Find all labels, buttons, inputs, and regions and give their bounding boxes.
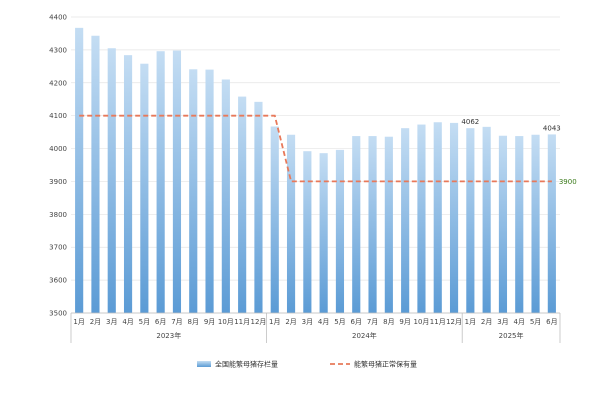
x-tick-label: 11月 — [234, 318, 250, 326]
bar — [75, 27, 84, 313]
bar — [221, 79, 230, 313]
x-tick-label: 5月 — [530, 318, 541, 326]
x-tick-label: 11月 — [430, 318, 446, 326]
x-tick-label: 9月 — [399, 318, 410, 326]
y-tick-label: 4100 — [49, 112, 67, 120]
x-tick-label: 3月 — [497, 318, 508, 326]
data-label: 4043 — [543, 124, 561, 132]
x-tick-label: 8月 — [383, 318, 394, 326]
bar — [254, 101, 263, 313]
x-tick-label: 1月 — [269, 318, 280, 326]
bar — [482, 126, 491, 313]
x-tick-label: 5月 — [139, 318, 150, 326]
bar — [172, 50, 182, 314]
data-label: 4062 — [461, 118, 479, 126]
bar — [205, 69, 214, 313]
bar — [319, 153, 328, 313]
bar — [238, 96, 247, 313]
bar — [107, 48, 116, 313]
x-tick-label: 6月 — [155, 318, 166, 326]
bar — [123, 55, 133, 313]
x-tick-label: 9月 — [204, 318, 215, 326]
x-tick-label: 6月 — [351, 318, 362, 326]
x-tick-label: 12月 — [250, 318, 266, 326]
y-tick-label: 3800 — [49, 211, 67, 219]
x-tick-label: 6月 — [546, 318, 557, 326]
y-tick-label: 3500 — [49, 310, 67, 318]
x-tick-label: 1月 — [73, 318, 84, 326]
x-tick-label: 2月 — [90, 318, 101, 326]
bar — [335, 149, 345, 313]
bar — [547, 134, 556, 313]
group-label: 2023年 — [156, 331, 181, 340]
x-tick-label: 10月 — [218, 318, 234, 326]
bar — [352, 136, 361, 313]
x-tick-label: 2月 — [285, 318, 296, 326]
x-tick-label: 4月 — [318, 318, 329, 326]
x-tick-label: 4月 — [122, 318, 133, 326]
bar — [417, 124, 426, 314]
bar — [189, 69, 198, 313]
legend-label: 全国能繁母猪存栏量 — [215, 360, 278, 369]
group-label: 2024年 — [352, 331, 377, 340]
x-tick-label: 7月 — [171, 318, 182, 326]
y-tick-label: 4400 — [49, 14, 67, 22]
x-tick-label: 2月 — [481, 318, 492, 326]
y-tick-label: 3700 — [49, 244, 67, 252]
y-tick-label: 4200 — [49, 79, 67, 87]
bar — [270, 126, 279, 314]
bar — [286, 134, 296, 313]
bar — [433, 122, 442, 313]
bar — [140, 63, 149, 313]
y-tick-label: 4000 — [49, 145, 67, 153]
y-tick-label: 3900 — [49, 178, 67, 186]
x-tick-label: 4月 — [514, 318, 525, 326]
y-tick-label: 3600 — [49, 277, 67, 285]
legend-label: 能繁母猪正常保有量 — [354, 360, 417, 369]
bar — [498, 135, 508, 313]
x-tick-label: 8月 — [188, 318, 199, 326]
bar — [515, 136, 524, 313]
x-tick-label: 12月 — [446, 318, 462, 326]
group-label: 2025年 — [499, 331, 524, 340]
bar — [531, 134, 540, 313]
data-label: 3900 — [559, 178, 577, 186]
bar — [91, 35, 100, 313]
x-tick-label: 3月 — [302, 318, 313, 326]
bar — [384, 136, 393, 313]
legend-swatch-bar — [197, 361, 211, 367]
bar — [368, 136, 377, 313]
x-tick-label: 1月 — [465, 318, 476, 326]
bar — [401, 128, 410, 313]
x-tick-label: 10月 — [413, 318, 429, 326]
bar — [466, 128, 475, 313]
y-tick-label: 4300 — [49, 46, 67, 54]
x-tick-label: 5月 — [334, 318, 345, 326]
bar — [449, 122, 459, 313]
x-tick-label: 7月 — [367, 318, 378, 326]
bar — [303, 151, 312, 313]
bar — [156, 51, 165, 314]
x-tick-label: 3月 — [106, 318, 117, 326]
